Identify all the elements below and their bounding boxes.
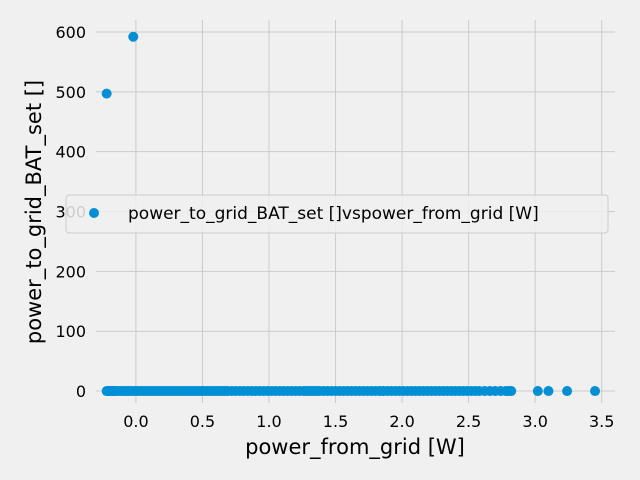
x-tick-label: 0.5 — [190, 412, 215, 431]
scatter-point — [543, 386, 554, 397]
x-tick-labels: 0.0 0.5 1.0 1.5 2.0 2.5 3.0 3.5 — [123, 412, 614, 431]
y-tick-label: 500 — [55, 83, 86, 102]
x-tick-label: 3.0 — [522, 412, 547, 431]
scatter-point — [590, 386, 601, 397]
y-axis-label: power_to_grid_BAT_set [] — [22, 80, 47, 344]
x-tick-label: 3.5 — [589, 412, 614, 431]
x-tick-label: 1.5 — [323, 412, 348, 431]
data-points — [101, 31, 601, 397]
x-tick-label: 2.5 — [456, 412, 481, 431]
legend-box — [65, 194, 609, 234]
scatter-point — [506, 386, 517, 397]
y-tick-label: 600 — [55, 23, 86, 42]
y-tick-label: 200 — [55, 262, 86, 281]
y-tick-label: 400 — [55, 143, 86, 162]
x-tick-label: 1.0 — [256, 412, 281, 431]
y-tick-label: 0 — [76, 382, 86, 401]
legend-marker — [89, 208, 99, 218]
y-tick-label: 100 — [55, 322, 86, 341]
x-tick-label: 0.0 — [123, 412, 148, 431]
legend-label: power_to_grid_BAT_set []vspower_from_gri… — [128, 204, 539, 224]
legend: power_to_grid_BAT_set []vspower_from_gri… — [65, 194, 609, 234]
scatter-point — [101, 88, 112, 99]
x-axis-label: power_from_grid [W] — [245, 435, 465, 460]
scatter-point — [562, 386, 573, 397]
x-tick-label: 2.0 — [389, 412, 414, 431]
scatter-point — [128, 31, 139, 42]
scatter-point — [532, 386, 543, 397]
